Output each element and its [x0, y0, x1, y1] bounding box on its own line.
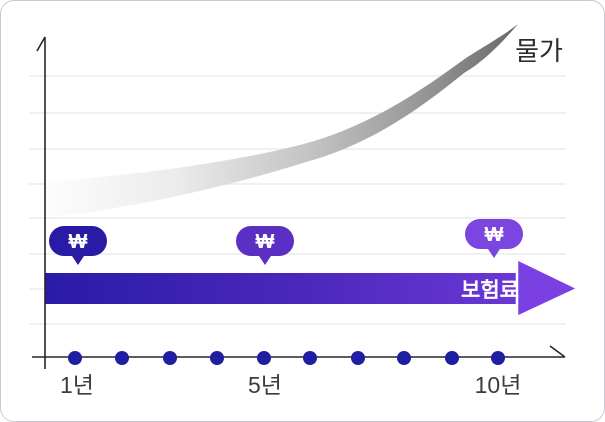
timeline-dot [303, 351, 317, 365]
timeline-dots [68, 351, 505, 365]
prices-curve [45, 24, 518, 217]
won-badge-tail [486, 246, 502, 258]
won-badge-year5: ₩ [236, 226, 294, 265]
timeline-dot [397, 351, 411, 365]
won-badge-year1: ₩ [49, 226, 107, 265]
x-axis [32, 345, 566, 358]
timeline-dot [351, 351, 365, 365]
won-icon: ₩ [69, 231, 88, 253]
timeline-dot [257, 351, 271, 365]
won-badge-bubble [236, 226, 294, 256]
timeline-dot [491, 351, 505, 365]
prices-curve-label: 물가 [515, 36, 563, 66]
premium-arrowhead [515, 257, 581, 319]
won-badge-tail [70, 253, 86, 265]
timeline-dot [68, 351, 82, 365]
tick-label-year1: 1년 [60, 372, 94, 398]
tick-label-year5: 5년 [248, 372, 282, 398]
won-badge-year10: ₩ [465, 219, 523, 258]
won-icon: ₩ [485, 224, 504, 246]
won-icon: ₩ [256, 231, 275, 253]
premium-band [45, 273, 531, 304]
timeline-dot [210, 351, 224, 365]
timeline-dot [115, 351, 129, 365]
premium-label: 보험료 [461, 279, 519, 302]
won-badge-bubble [49, 226, 107, 256]
y-axis [36, 36, 46, 369]
timeline-dot [163, 351, 177, 365]
won-badge-bubble [465, 219, 523, 249]
tick-label-year10: 10년 [475, 372, 522, 398]
premium-arrow: 보험료 [45, 257, 581, 319]
timeline-dot [445, 351, 459, 365]
won-badge-tail [257, 253, 273, 265]
